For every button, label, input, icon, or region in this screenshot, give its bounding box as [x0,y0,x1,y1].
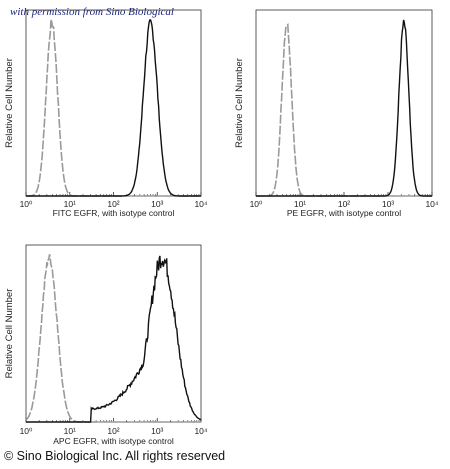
y-axis-label: Relative Cell Number [234,58,245,148]
isotype-control-histogram [25,254,201,423]
egfr-stained-histogram [26,19,201,197]
histogram-panel-fitc: 10⁰ 10¹ 10² 10³ 10⁴ FITC EGFR, with isotype c… [0,0,225,225]
isotype-control-histogram [26,19,201,197]
x-tick-label: 10⁴ [194,426,207,436]
x-tick-label: 10³ [151,199,163,209]
histogram-apc-svg: 10⁰ 10¹ 10² 10³ 10⁴ APC EGFR, with isotype co… [4,244,208,446]
egfr-stained-histogram [26,255,202,423]
y-axis-label: Relative Cell Number [4,289,15,379]
x-tick-label: 10¹ [64,426,76,436]
x-tick-label: 10² [107,199,119,209]
x-tick-label: 10⁴ [194,199,207,209]
x-tick-label: 10³ [151,426,163,436]
isotype-control-histogram [256,23,432,197]
x-tick-label: 10² [338,199,350,209]
x-axis-label: APC EGFR, with isotype control [53,436,174,446]
y-axis-label: Relative Cell Number [4,58,15,148]
x-tick-label: 10⁰ [20,426,33,436]
x-axis-label: FITC EGFR, with isotype control [53,208,175,218]
plot-frame [25,9,202,197]
histogram-fitc-svg: 10⁰ 10¹ 10² 10³ 10⁴ FITC EGFR, with isotype c… [4,9,208,218]
copyright-notice: © Sino Biological Inc. All rights reserv… [4,449,226,463]
watermark: with permission from Sino Biological [10,6,174,18]
x-tick-label: 10¹ [64,199,76,209]
histogram-pe-svg: 10⁰ 10¹ 10² 10³ 10⁴ PE EGFR, with isotype con… [234,9,439,218]
x-tick-label: 10³ [382,199,394,209]
x-tick-label: 10¹ [294,199,306,209]
egfr-stained-histogram [256,19,432,197]
x-tick-label: 10⁴ [425,199,438,209]
histogram-panel-pe: 10⁰ 10¹ 10² 10³ 10⁴ PE EGFR, with isotype con… [230,0,450,225]
x-tick-label: 10⁰ [250,199,263,209]
x-tick-label: 10² [107,426,119,436]
histogram-panel-apc: 10⁰ 10¹ 10² 10³ 10⁴ APC EGFR, with isotype co… [0,240,225,446]
x-tick-label: 10⁰ [20,199,33,209]
x-axis-label: PE EGFR, with isotype control [287,208,401,218]
